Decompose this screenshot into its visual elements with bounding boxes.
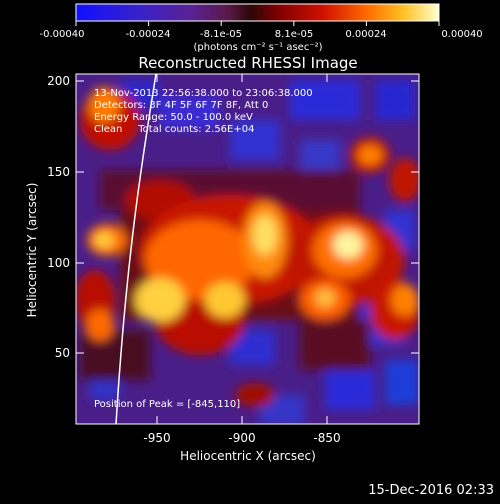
colorbar-gradient <box>75 3 440 22</box>
y-tick-label: 100 <box>47 256 70 270</box>
rhessi-image <box>76 74 419 424</box>
clean-annotation: Clean Total counts: 2.56E+04 <box>94 124 254 135</box>
colorbar-tick-label: -0.00040 <box>40 29 85 40</box>
footer-timestamp: 15-Dec-2016 02:33 <box>368 483 494 498</box>
detectors-annotation: Detectors: 3F 4F 5F 6F 7F 8F, Att 0 <box>94 100 268 111</box>
y-tick-label: 50 <box>55 346 70 360</box>
x-tick-label: -950 <box>143 431 170 445</box>
plot-title: Reconstructed RHESSI Image <box>138 54 357 72</box>
colorbar-tick-label: -0.00024 <box>126 29 171 40</box>
colorbar-tick-label: 0.00024 <box>345 29 386 40</box>
colorbar-ticks <box>75 21 440 26</box>
axis-ticks <box>76 74 419 424</box>
plot-frame <box>75 73 420 425</box>
y-tick-label: 150 <box>47 165 70 179</box>
solar-limb-line <box>115 74 157 424</box>
x-tick-label: -850 <box>313 431 340 445</box>
energy-range-annotation: Energy Range: 50.0 - 100.0 keV <box>94 112 253 123</box>
colorbar-tick-label: 8.1e-05 <box>275 29 313 40</box>
y-tick-label: 200 <box>47 74 70 88</box>
colorbar-tick-label: 0.00040 <box>441 29 482 40</box>
peak-position-annotation: Position of Peak = [-845,110] <box>94 399 240 410</box>
colorbar: -0.00040 -0.00024 -8.1e-05 8.1e-05 0.000… <box>40 3 483 53</box>
x-axis-label: Heliocentric X (arcsec) <box>180 449 316 463</box>
annotation-block: 13-Nov-2013 22:56:38.000 to 23:06:38.000… <box>94 88 313 410</box>
colorbar-tick-label: -8.1e-05 <box>200 29 242 40</box>
x-tick-label: -900 <box>228 431 255 445</box>
colorbar-units-label: (photons cm⁻² s⁻¹ asec⁻²) <box>193 42 322 53</box>
time-range-annotation: 13-Nov-2013 22:56:38.000 to 23:06:38.000 <box>94 88 313 99</box>
y-axis-label: Heliocentric Y (arcsec) <box>25 183 39 318</box>
